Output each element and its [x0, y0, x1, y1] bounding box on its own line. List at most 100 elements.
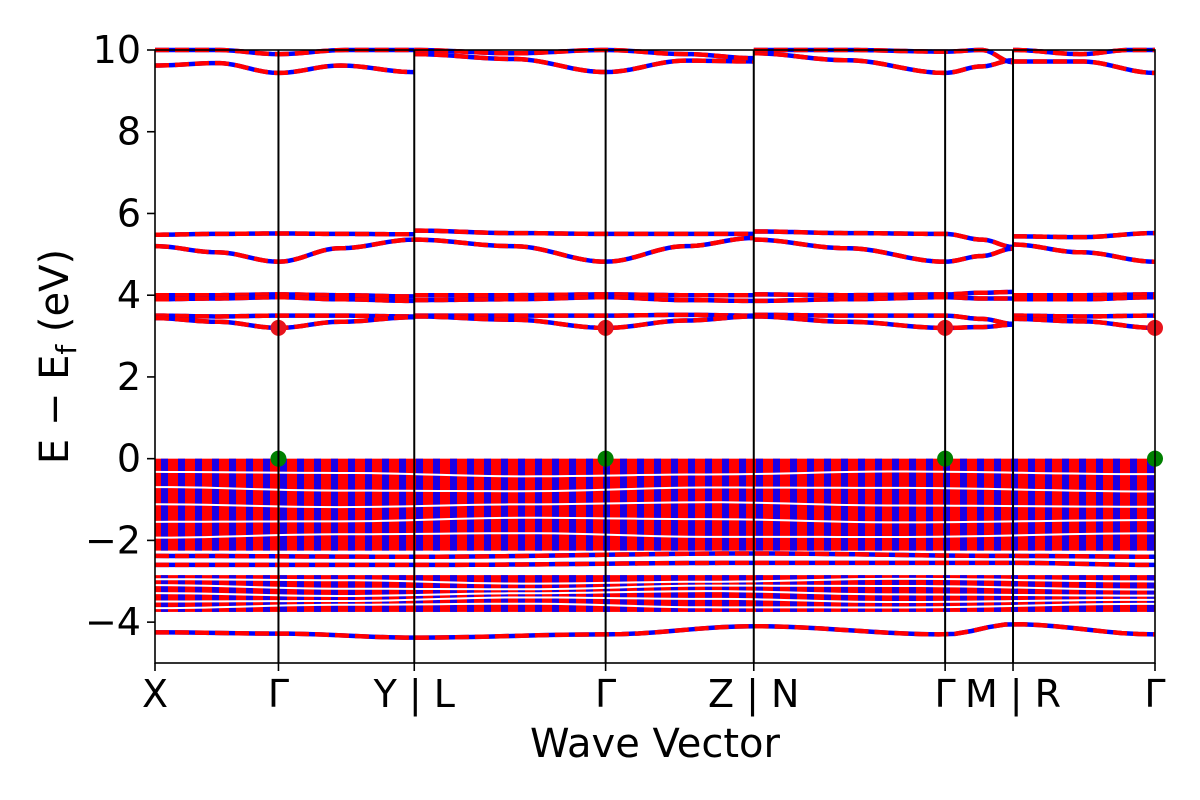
valence-band-upper-column-7 — [280, 458, 287, 551]
valence-band-lower-column-30 — [671, 575, 678, 612]
valence-band-lower-column-10 — [331, 575, 338, 612]
valence-band-lower-column-8 — [297, 575, 304, 612]
y-tick-label-3: 2 — [117, 355, 141, 399]
valence-band-upper-column-27 — [620, 458, 627, 551]
valence-band-lower-column-53 — [1062, 575, 1069, 612]
valence-band-upper-column-29 — [654, 458, 661, 551]
valence-band-lower-column-27 — [620, 575, 627, 612]
valence-band-lower-gap-5 — [154, 602, 1156, 610]
valence-band-lower-column-36 — [773, 575, 780, 612]
valence-band-lower-gap-3 — [154, 590, 1156, 597]
y-tick-label-6: 8 — [117, 110, 141, 154]
conduction-band-s2-b2-spin-down — [753, 229, 1014, 250]
conduction-band-s2-b0-spin-down — [753, 51, 1014, 76]
valence-band-upper-column-10 — [331, 458, 338, 551]
valence-band-upper-column-11 — [348, 458, 355, 551]
plot-frame — [154, 49, 1156, 664]
x-tick-label-2: Y | L — [373, 672, 455, 717]
y-tick-label-0: −4 — [85, 600, 141, 644]
valence-band-lower-gap-1 — [154, 577, 1156, 585]
valence-band-upper-column-48 — [977, 458, 984, 551]
y-axis-label-main: E − E — [32, 355, 78, 465]
x-tick-label-5: Γ — [935, 672, 956, 716]
valence-band-mid-1-spin-down — [155, 560, 1156, 568]
valence-band-lower-column-29 — [654, 575, 661, 612]
conduction-band-s1-b5-spin-down — [414, 294, 754, 304]
valence-band-lower-column-35 — [756, 575, 763, 612]
valence-band-lower-column-50 — [1011, 575, 1018, 612]
valence-band-lower-column-51 — [1028, 575, 1035, 612]
valence-band-upper-column-49 — [994, 458, 1001, 551]
conduction-band-s0-b0-spin-down — [154, 60, 415, 76]
conduction-band-s1-b3-spin-down — [414, 235, 754, 264]
valence-band-upper-column-28 — [637, 458, 644, 551]
x-tick-label-7: Γ — [1144, 672, 1165, 716]
valence-band-upper-column-13 — [382, 458, 389, 551]
valence-band-upper-column-53 — [1062, 458, 1069, 551]
valence-band-upper-gap-3 — [154, 501, 1156, 509]
valence-band-upper-column-35 — [756, 458, 763, 551]
valence-band-upper-gap-5 — [154, 532, 1156, 539]
valence-band-lower-column-31 — [688, 575, 695, 612]
valence-band-upper-column-32 — [705, 458, 712, 551]
y-tick-label-5: 6 — [117, 191, 141, 235]
valence-band-lower-column-15 — [416, 575, 423, 612]
valence-band-lower-column-34 — [739, 575, 746, 612]
valence-band-lower-column-54 — [1079, 575, 1086, 612]
x-tick-label-3: Γ — [595, 672, 616, 716]
valence-band-lower-column-58 — [1147, 575, 1154, 612]
valence-band-upper-column-9 — [314, 458, 321, 551]
valence-band-lower-column-14 — [399, 575, 406, 612]
valence-band-lower-column-46 — [943, 575, 950, 612]
conduction-band-s3-b1-spin-down — [1013, 47, 1155, 57]
valence-band-upper-column-6 — [263, 458, 270, 551]
conduction-band-s3-b7-spin-down — [1013, 316, 1156, 331]
valence-band-upper-column-55 — [1096, 458, 1103, 551]
valence-band-mid-2-spin-down — [154, 551, 1156, 559]
conduction-band-s2-b7-spin-down — [753, 314, 1014, 331]
y-tick-label-2: 0 — [117, 437, 141, 481]
valence-band-upper-gap-1 — [154, 470, 1156, 478]
conduction-band-s0-b4-spin-down — [155, 292, 415, 299]
conduction-band-s2-b3-spin-down — [753, 237, 1014, 264]
x-axis-label: Wave Vector — [530, 721, 781, 767]
conduction-band-s2-b4-spin-down — [753, 289, 1014, 298]
conduction-band-s0-b6-spin-down — [154, 313, 415, 319]
valence-band-upper-column-8 — [297, 458, 304, 551]
conduction-band-s2-b5-spin-down — [753, 294, 1014, 304]
valence-band-upper-column-14 — [399, 458, 406, 551]
valence-band-lower-column-57 — [1130, 575, 1137, 612]
valence-band-upper-column-5 — [246, 458, 253, 551]
y-tick-label-4: 4 — [117, 273, 141, 317]
valence-band-upper-column-30 — [671, 458, 678, 551]
valence-band-upper-column-37 — [790, 458, 797, 551]
x-tick-label-1: Γ — [268, 672, 289, 716]
valence-band-lower-column-32 — [705, 575, 712, 612]
valence-band-upper-column-34 — [739, 458, 746, 551]
plot-area — [154, 47, 1163, 640]
conduction-band-s0-b3-spin-down — [154, 237, 415, 264]
conduction-band-s3-b3-spin-down — [1013, 242, 1156, 264]
valence-band-lower-column-49 — [994, 575, 1001, 612]
valence-band-upper-column-54 — [1079, 458, 1086, 551]
valence-band-upper-column-51 — [1028, 458, 1035, 551]
valence-band-lower-column-28 — [637, 575, 644, 612]
valence-band-upper-column-33 — [722, 458, 729, 551]
y-axis-label-subscript: f — [50, 344, 83, 355]
valence-band-lowest-spin-down — [154, 622, 1156, 640]
valence-band-lower-column-48 — [977, 575, 984, 612]
y-tick-label-7: 10 — [93, 28, 141, 72]
conduction-band-s3-b5-spin-down — [1013, 294, 1156, 302]
valence-band-lower-column-37 — [790, 575, 797, 612]
valence-band-lower-column-11 — [348, 575, 355, 612]
valence-band-upper-column-31 — [688, 458, 695, 551]
conduction-band-s2-b6-spin-down — [753, 312, 1014, 327]
valence-band-upper-column-57 — [1130, 458, 1137, 551]
valence-band-lower-column-56 — [1113, 575, 1120, 612]
x-tick-label-0: X — [142, 672, 168, 716]
valence-band-upper-column-47 — [960, 458, 967, 551]
valence-band-upper-column-46 — [943, 458, 950, 551]
conduction-band-s0-b2-spin-down — [154, 231, 415, 237]
valence-band-upper-column-50 — [1011, 458, 1018, 551]
